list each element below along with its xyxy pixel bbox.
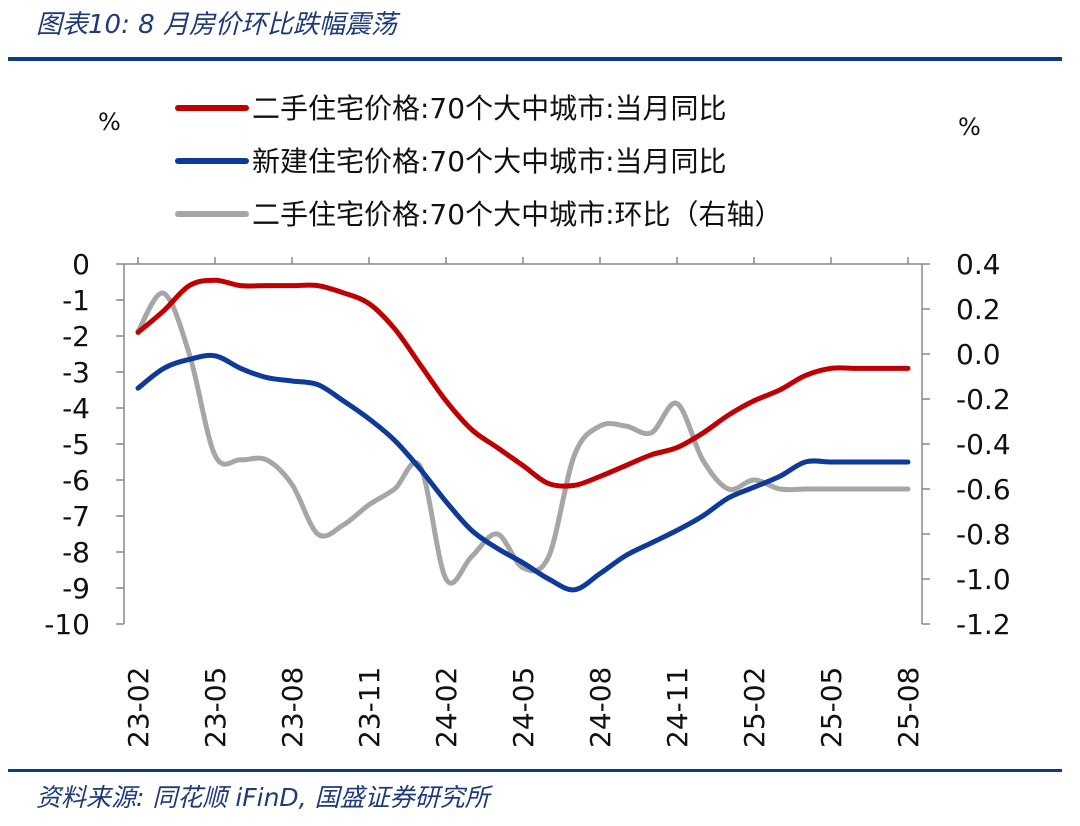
x-tick-label: 23-05 — [199, 667, 232, 748]
right-tick-label: -1.2 — [956, 608, 1011, 641]
x-tick-label: 23-11 — [353, 667, 386, 748]
x-tick-label: 24-05 — [507, 667, 540, 748]
right-tick-label: -0.8 — [956, 518, 1011, 551]
x-tick-label: 25-02 — [738, 667, 771, 748]
left-tick-label: -5 — [62, 428, 90, 461]
legend: 二手住宅价格:70个大中城市:当月同比新建住宅价格:70个大中城市:当月同比二手… — [175, 92, 783, 231]
x-tick-label: 24-08 — [584, 667, 617, 748]
source-note: 资料来源: 同花顺 iFinD, 国盛证券研究所 — [36, 783, 490, 812]
legend-label-3: 二手住宅价格:70个大中城市:环比（右轴） — [252, 198, 783, 231]
left-tick-label: -6 — [62, 464, 90, 497]
series-lines — [135, 277, 911, 593]
right-tick-label: 0.0 — [956, 338, 1001, 371]
right-tick-label: 0.2 — [956, 293, 1001, 326]
x-tick-label: 25-08 — [892, 667, 925, 748]
x-tick-label: 24-02 — [430, 667, 463, 748]
tick-labels: 0-1-2-3-4-5-6-7-8-9-10 0.4 0.2 0.0 -0.2 -0.4 -… — [44, 248, 1010, 748]
left-tick-label: -1 — [62, 284, 90, 317]
left-tick-label: -7 — [62, 500, 90, 533]
left-tick-label: -3 — [62, 356, 90, 389]
figure-title: 图表10: 8 月房价环比跌幅震荡 — [36, 10, 397, 40]
series-line-1 — [135, 277, 911, 489]
bottom-rule — [8, 769, 1062, 772]
left-axis-unit: % — [98, 108, 121, 136]
right-tick-label: -0.4 — [956, 428, 1011, 461]
left-tick-label: -2 — [62, 320, 90, 353]
right-tick-label: -0.2 — [956, 383, 1011, 416]
right-tick-label: -1.0 — [956, 563, 1011, 596]
left-tick-label: -10 — [44, 608, 90, 641]
series-line-2 — [135, 352, 911, 593]
legend-label-2: 新建住宅价格:70个大中城市:当月同比 — [252, 145, 727, 178]
x-tick-label: 23-02 — [122, 667, 155, 748]
x-tick-label: 25-05 — [815, 667, 848, 748]
x-tick-label: 24-11 — [661, 667, 694, 748]
left-tick-label: 0 — [72, 248, 90, 281]
left-tick-label: -8 — [62, 536, 90, 569]
series-line-3 — [135, 290, 911, 586]
right-axis-unit: % — [958, 113, 981, 141]
right-tick-label: -0.6 — [956, 473, 1011, 506]
left-tick-label: -4 — [62, 392, 90, 425]
left-tick-label: -9 — [62, 572, 90, 605]
line-chart: 0-1-2-3-4-5-6-7-8-9-10 0.4 0.2 0.0 -0.2 -0.4 -… — [44, 92, 1010, 748]
legend-label-1: 二手住宅价格:70个大中城市:当月同比 — [252, 92, 727, 125]
axes — [116, 257, 930, 625]
top-rule — [8, 57, 1062, 61]
right-tick-label: 0.4 — [956, 248, 1001, 281]
x-tick-label: 23-08 — [276, 667, 309, 748]
